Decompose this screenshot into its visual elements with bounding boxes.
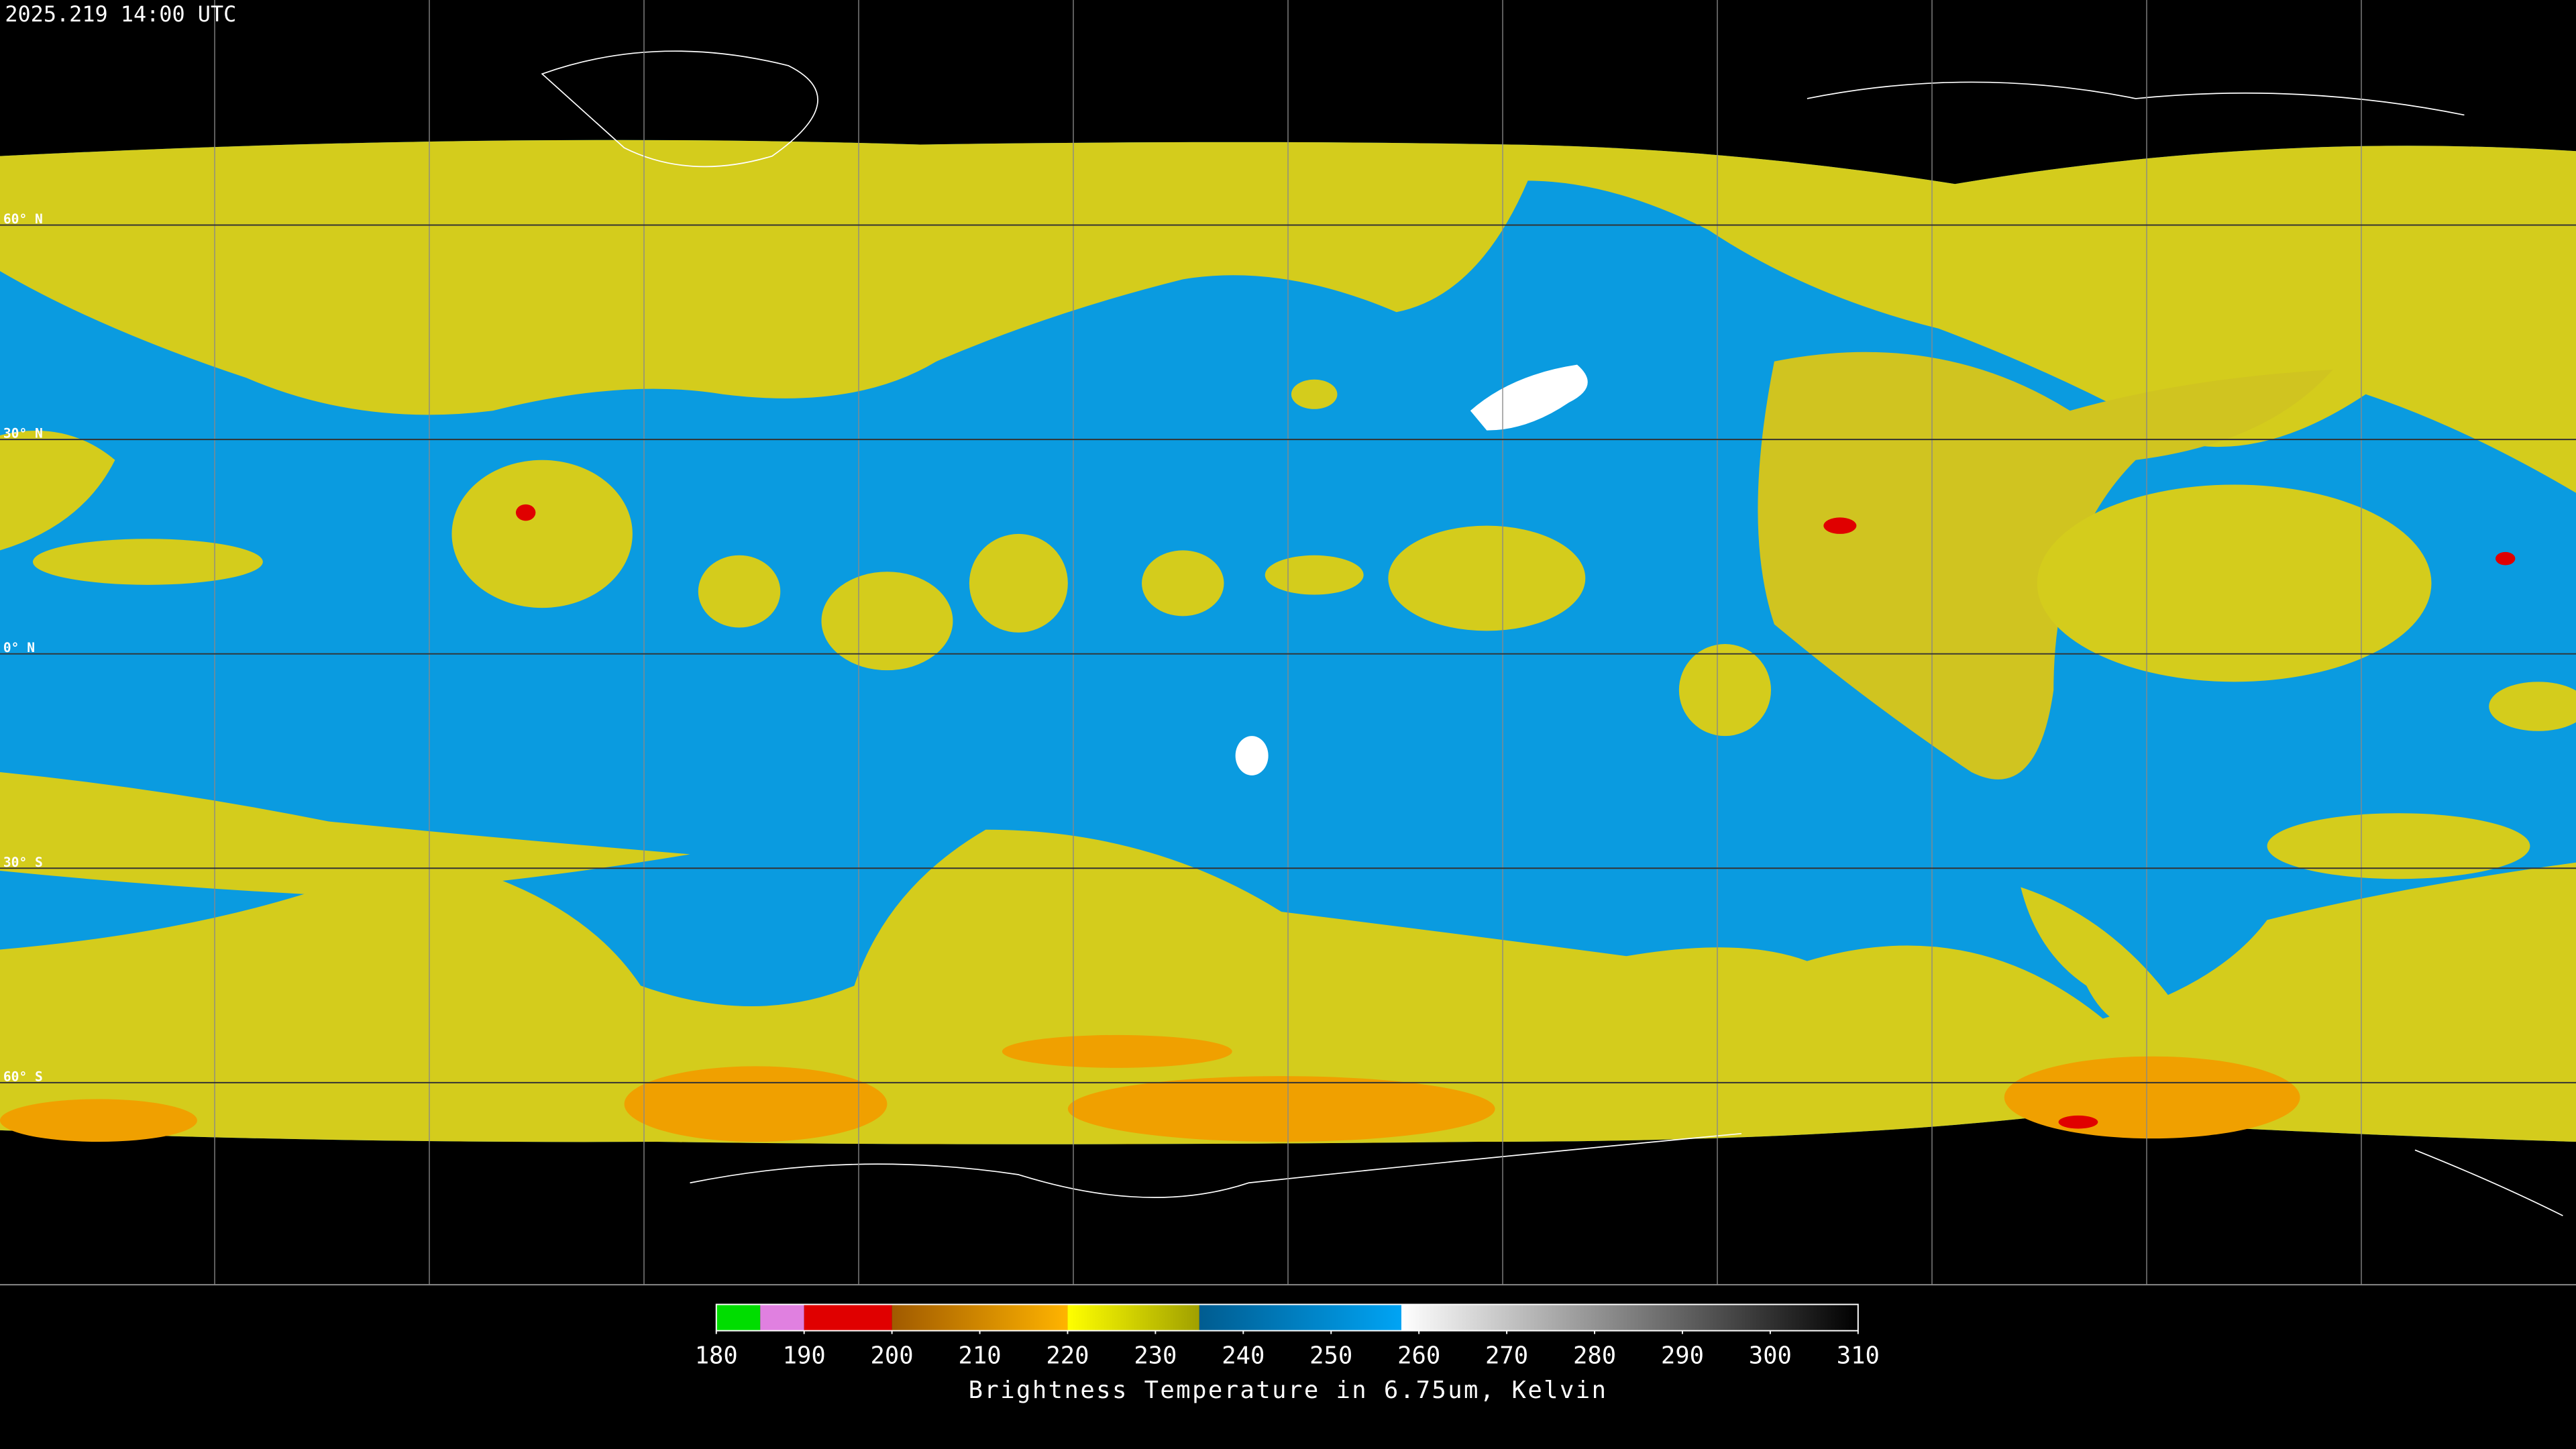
graticule: 60° N 30° N 0° N 30° S 60° S (0, 0, 2576, 1285)
colorbar: 180 190 200 210 220 230 240 250 260 270 280 290 300 3… (695, 1303, 1880, 1370)
colorbar-frame (715, 1303, 1859, 1332)
coastlines (541, 50, 2563, 1217)
timestamp: 2025.219 14:00 UTC (5, 1, 236, 27)
colorbar-tick-label: 190 (783, 1342, 826, 1370)
colorbar-tick-label: 260 (1397, 1342, 1440, 1370)
colorbar-tick-label: 250 (1309, 1342, 1352, 1370)
colorbar-tick-label: 300 (1749, 1342, 1792, 1370)
colorbar-segment (804, 1304, 892, 1331)
colorbar-segment (760, 1304, 804, 1331)
colorbar-tick-label: 230 (1134, 1342, 1177, 1370)
colorbar-segment (1067, 1304, 1199, 1331)
colorbar-tick-label: 210 (958, 1342, 1001, 1370)
colorbar-tick-label: 200 (871, 1342, 914, 1370)
colorbar-tick-label: 310 (1837, 1342, 1880, 1370)
colorbar-tick-label: 270 (1485, 1342, 1528, 1370)
colorbar-title: Brightness Temperature in 6.75um, Kelvin (969, 1377, 1608, 1404)
lat-label: 60° S (3, 1069, 43, 1084)
colorbar-segment (1401, 1304, 1858, 1331)
lat-label: 30° N (3, 426, 43, 441)
colorbar-tick-label: 290 (1661, 1342, 1704, 1370)
colorbar-tick-label: 240 (1222, 1342, 1265, 1370)
colorbar-segment (892, 1304, 1068, 1331)
colorbar-tick-label: 280 (1573, 1342, 1616, 1370)
colorbar-tick-label: 220 (1046, 1342, 1089, 1370)
lat-label: 0° N (3, 640, 35, 655)
colorbar-segment (716, 1304, 761, 1331)
lat-label: 30° S (3, 855, 43, 870)
lat-label: 60° N (3, 211, 43, 227)
colorbar-segment (1199, 1304, 1401, 1331)
colorbar-tick-label: 180 (695, 1342, 738, 1370)
